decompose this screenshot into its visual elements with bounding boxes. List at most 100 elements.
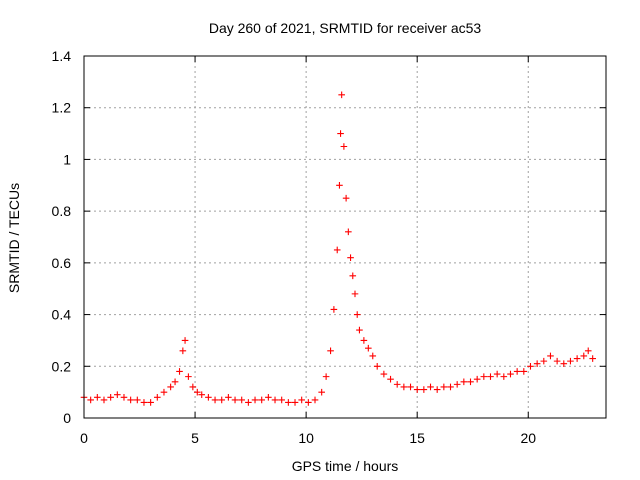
data-point: [167, 383, 174, 391]
data-point: [238, 396, 246, 404]
data-point: [573, 355, 581, 362]
y-tick-label: 0: [63, 410, 71, 426]
data-point: [87, 396, 94, 404]
data-point: [185, 373, 192, 380]
x-tick-label: 10: [298, 430, 314, 446]
y-tick-label: 1.4: [52, 48, 72, 64]
data-point: [547, 352, 554, 360]
data-point: [487, 373, 494, 380]
data-point: [337, 130, 344, 137]
chart-title: Day 260 of 2021, SRMTID for receiver ac5…: [209, 20, 482, 36]
data-point: [513, 368, 521, 375]
data-point: [311, 396, 319, 404]
data-point: [507, 370, 514, 378]
y-tick-label: 1: [63, 151, 71, 167]
data-point: [493, 370, 501, 378]
data-point: [373, 362, 381, 370]
data-point: [225, 394, 232, 401]
data-point: [393, 381, 401, 388]
data-point: [340, 143, 348, 150]
data-point: [460, 378, 468, 386]
data-point: [342, 194, 350, 202]
data-point: [100, 396, 108, 404]
data-point: [353, 311, 361, 318]
data-point: [413, 386, 421, 393]
data-point: [271, 396, 279, 404]
data-point: [189, 383, 197, 391]
y-axis-title: SRMTID / TECUs: [6, 183, 22, 293]
y-tick-label: 0.2: [52, 358, 72, 374]
data-point: [407, 383, 414, 391]
data-point: [181, 337, 189, 344]
data-point: [567, 357, 574, 365]
data-point: [176, 368, 183, 375]
data-point: [420, 386, 428, 393]
data-point: [179, 347, 187, 355]
data-point: [330, 306, 338, 313]
data-point: [338, 91, 345, 99]
data-point: [94, 394, 101, 401]
y-tick-label: 0.6: [52, 255, 72, 271]
data-point: [447, 383, 454, 391]
data-point: [251, 396, 259, 404]
x-tick-label: 15: [409, 430, 425, 446]
data-point: [198, 391, 206, 399]
data-point: [231, 396, 239, 404]
data-point: [134, 396, 141, 404]
data-point: [584, 347, 592, 355]
data-point: [349, 272, 357, 280]
data-point: [245, 399, 252, 406]
data-point: [533, 360, 541, 367]
data-point: [218, 396, 226, 404]
data-point: [127, 396, 134, 404]
y-tick-label: 0.4: [52, 307, 72, 323]
data-point: [265, 394, 272, 401]
data-point: [114, 391, 121, 399]
data-point: [278, 396, 285, 404]
data-point: [473, 375, 481, 383]
data-point: [318, 388, 325, 396]
data-point: [193, 388, 201, 396]
y-tick-label: 1.2: [52, 100, 72, 116]
plot-frame: [83, 55, 607, 419]
marks-layer: [80, 91, 596, 406]
data-point: [360, 337, 368, 344]
data-point: [369, 352, 377, 360]
data-point: [336, 181, 343, 189]
grid-layer: [84, 56, 606, 418]
data-point: [467, 378, 474, 386]
data-point: [351, 290, 359, 298]
data-point: [120, 394, 128, 401]
data-point: [589, 355, 596, 362]
axis-layer: 0 5 10 15 20 0 0.2 0.4 0.6 0.8 1 1.2 1.4: [52, 48, 607, 446]
data-point: [427, 383, 434, 391]
data-point: [298, 396, 305, 404]
data-point: [356, 326, 363, 334]
data-point: [160, 388, 168, 396]
data-point: [540, 357, 548, 365]
data-point: [347, 254, 354, 261]
data-point: [380, 370, 388, 378]
data-point: [147, 399, 154, 406]
data-point: [140, 399, 148, 406]
data-point: [580, 352, 588, 360]
data-point: [440, 383, 448, 391]
x-tick-label: 20: [520, 430, 536, 446]
data-point: [327, 347, 334, 355]
data-point: [433, 386, 441, 393]
data-point: [387, 375, 394, 383]
data-point: [285, 399, 292, 406]
data-point: [205, 394, 212, 401]
data-point: [560, 360, 568, 367]
data-point: [305, 399, 312, 406]
data-point: [527, 362, 534, 370]
data-point: [107, 394, 114, 401]
data-point: [480, 373, 488, 380]
data-point: [553, 357, 561, 365]
data-point: [365, 344, 372, 352]
data-point: [258, 396, 266, 404]
data-point: [500, 373, 508, 380]
data-point: [211, 396, 219, 404]
x-tick-label: 5: [191, 430, 199, 446]
